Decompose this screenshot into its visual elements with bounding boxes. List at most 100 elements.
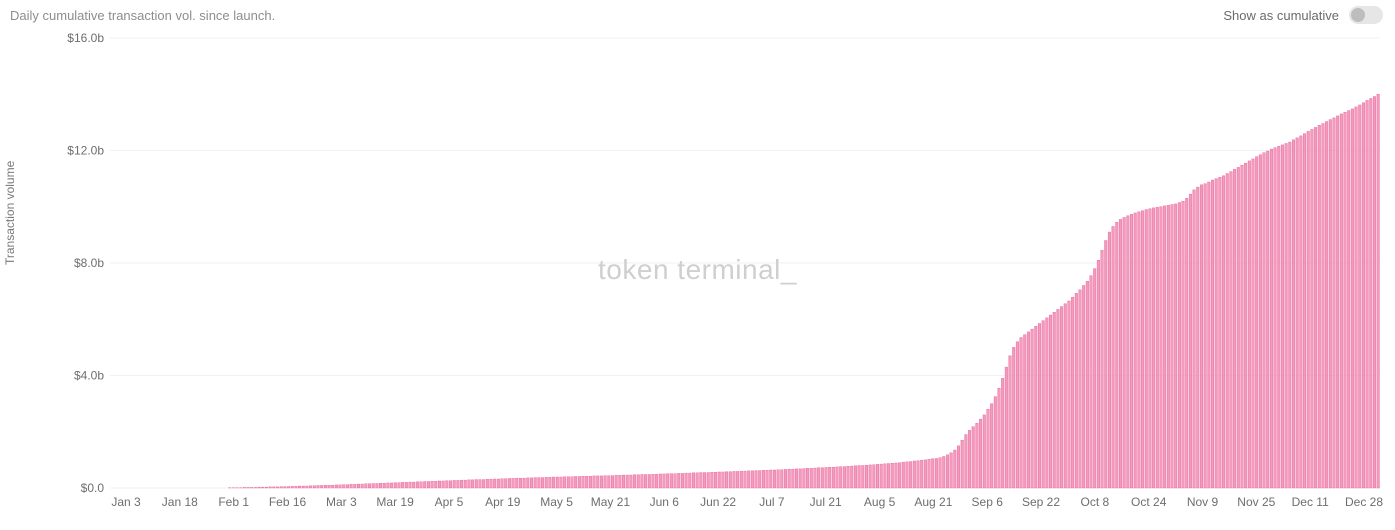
- bar: [493, 479, 496, 488]
- bar: [335, 485, 338, 488]
- bar: [276, 487, 279, 488]
- bar: [1351, 109, 1354, 488]
- y-tick-label: $0.0: [81, 481, 105, 495]
- x-tick-label: Dec 11: [1292, 495, 1329, 509]
- bar: [1104, 241, 1107, 489]
- bar: [1318, 125, 1321, 488]
- bar: [935, 458, 938, 488]
- bar: [1237, 167, 1240, 488]
- bar: [1138, 212, 1141, 488]
- x-tick-label: Apr 19: [485, 495, 521, 509]
- bar: [950, 453, 953, 488]
- bar: [361, 484, 364, 488]
- bar: [832, 467, 835, 488]
- bar: [523, 478, 526, 488]
- bar: [828, 467, 831, 488]
- bar: [541, 478, 544, 488]
- bar: [490, 479, 493, 488]
- bar: [530, 478, 533, 488]
- bar: [1174, 204, 1177, 488]
- bar: [1204, 184, 1207, 488]
- bar: [1329, 120, 1332, 488]
- bar: [306, 486, 309, 488]
- bar: [1093, 269, 1096, 488]
- bar: [692, 473, 695, 488]
- bar: [1185, 198, 1188, 488]
- bar: [269, 487, 272, 488]
- bar: [1046, 318, 1049, 488]
- bar: [1134, 213, 1137, 488]
- bar: [740, 471, 743, 488]
- bar: [1149, 209, 1152, 488]
- bar: [869, 465, 872, 488]
- bar: [987, 409, 990, 488]
- bar: [858, 466, 861, 489]
- bar: [549, 477, 552, 488]
- bar: [431, 481, 434, 488]
- bar: [825, 467, 828, 488]
- bar: [1108, 232, 1111, 488]
- bar: [1097, 260, 1100, 488]
- bar: [497, 479, 500, 488]
- bar: [446, 481, 449, 488]
- bar: [261, 487, 264, 488]
- bar: [1270, 149, 1273, 488]
- bar: [1156, 207, 1159, 488]
- bar: [545, 477, 548, 488]
- bar: [604, 476, 607, 488]
- bar: [957, 446, 960, 488]
- bar: [965, 435, 968, 488]
- bar: [1241, 165, 1244, 488]
- bar: [1285, 143, 1288, 488]
- bar: [942, 457, 945, 489]
- bar: [895, 463, 898, 488]
- bar: [666, 474, 669, 488]
- bar: [1336, 116, 1339, 488]
- bar: [460, 480, 463, 488]
- bar: [1163, 206, 1166, 488]
- bar: [567, 477, 570, 488]
- bar: [1255, 157, 1258, 488]
- x-tick-label: Nov 9: [1187, 495, 1219, 509]
- bar: [423, 482, 426, 488]
- bar: [1049, 315, 1052, 488]
- bar: [1160, 207, 1163, 488]
- bar: [383, 483, 386, 488]
- bar: [747, 471, 750, 488]
- bar: [688, 473, 691, 488]
- bar: [873, 465, 876, 488]
- x-tick-label: Aug 5: [864, 495, 896, 509]
- bar: [781, 470, 784, 488]
- bar: [1167, 205, 1170, 488]
- x-tick-label: Jun 6: [650, 495, 680, 509]
- bar: [556, 477, 559, 488]
- bar: [438, 481, 441, 488]
- bar: [1101, 250, 1104, 488]
- bar: [379, 483, 382, 488]
- bar: [1152, 208, 1155, 488]
- bar: [887, 464, 890, 488]
- bar: [979, 419, 982, 488]
- bar: [622, 475, 625, 488]
- bar: [1200, 185, 1203, 488]
- bar: [486, 479, 489, 488]
- bar: [368, 484, 371, 488]
- bar: [1082, 286, 1085, 489]
- bar: [1358, 105, 1361, 488]
- bar: [284, 487, 287, 488]
- bar: [416, 482, 419, 488]
- bar: [342, 485, 345, 488]
- bar: [1182, 201, 1185, 488]
- bar: [1303, 134, 1306, 488]
- x-tick-label: Feb 16: [269, 495, 307, 509]
- bar: [884, 464, 887, 488]
- bar: [449, 481, 452, 488]
- bar: [1193, 190, 1196, 488]
- x-tick-label: Jan 18: [162, 495, 198, 509]
- bar: [788, 469, 791, 488]
- bar: [1208, 182, 1211, 488]
- bar: [1123, 217, 1126, 488]
- bar: [670, 474, 673, 488]
- bar: [1344, 112, 1347, 488]
- bar: [766, 470, 769, 488]
